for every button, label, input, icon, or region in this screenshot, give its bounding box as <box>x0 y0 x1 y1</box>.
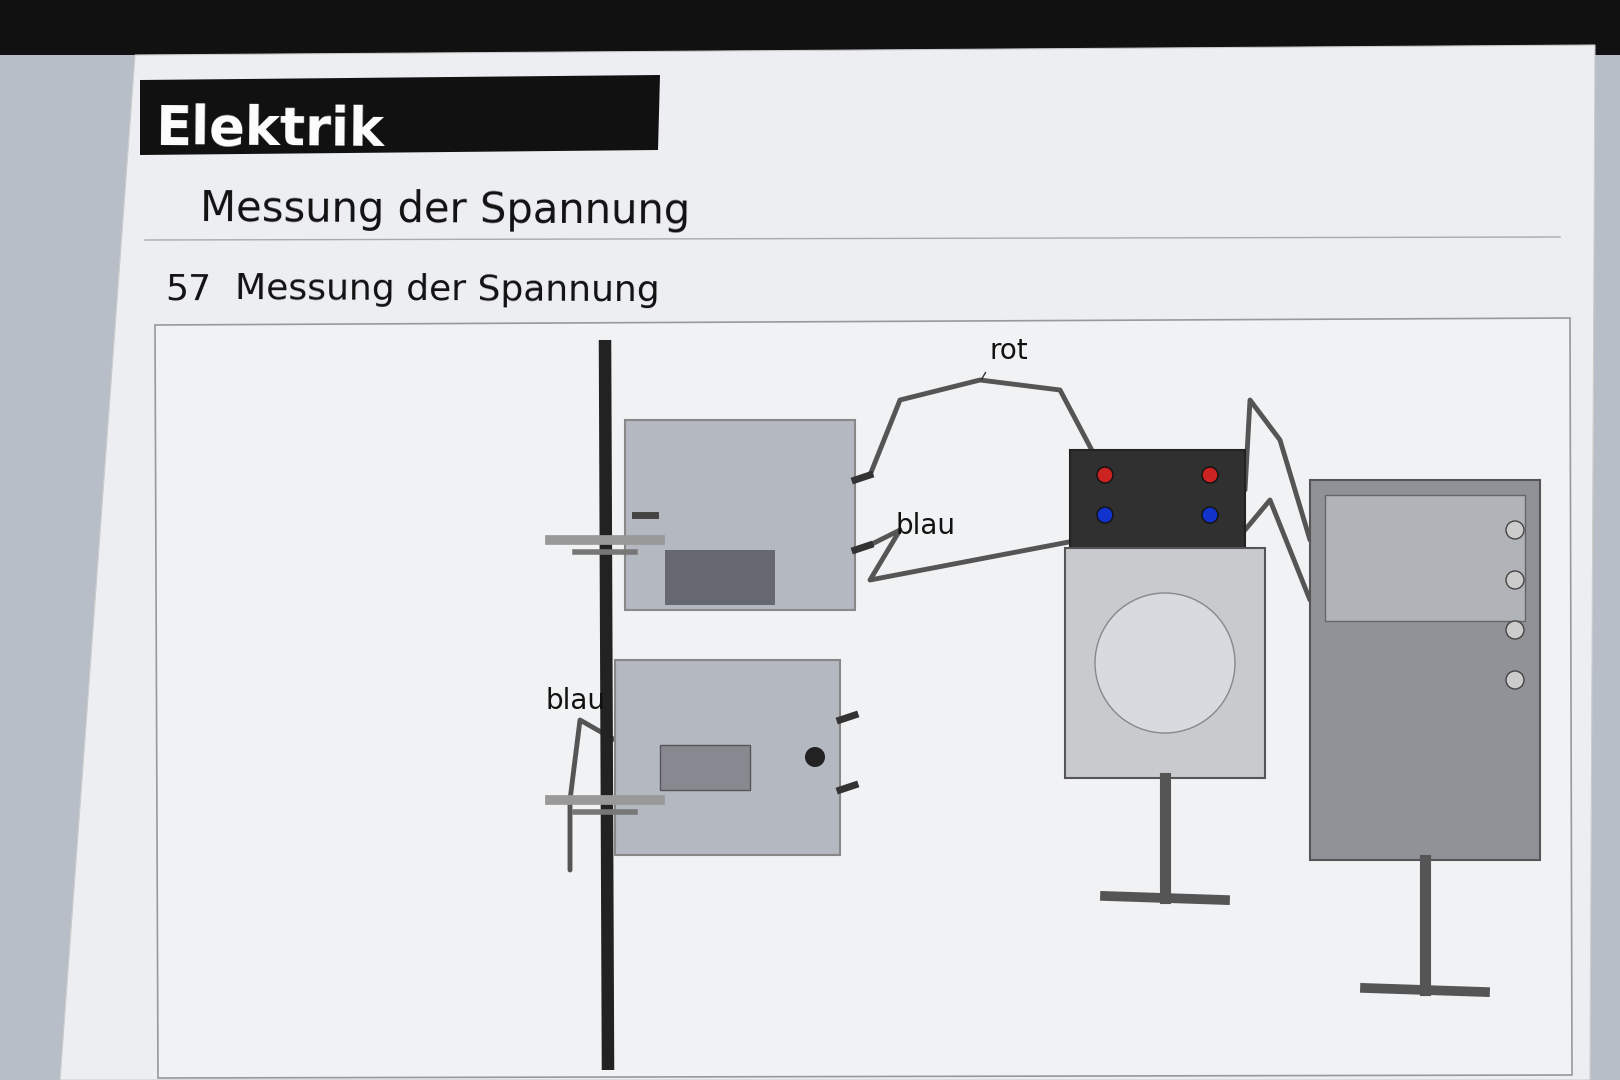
Bar <box>1064 548 1265 778</box>
Text: 57: 57 <box>165 273 211 307</box>
Bar <box>1325 495 1524 621</box>
Circle shape <box>1202 507 1218 523</box>
Bar <box>1311 480 1541 860</box>
Polygon shape <box>156 318 1571 1078</box>
Circle shape <box>1507 571 1524 589</box>
Text: blau: blau <box>894 512 956 540</box>
Text: rot: rot <box>990 337 1029 365</box>
Polygon shape <box>139 75 659 156</box>
Text: blau: blau <box>544 687 604 715</box>
Bar <box>659 745 750 789</box>
Circle shape <box>1507 521 1524 539</box>
Circle shape <box>1095 593 1234 733</box>
Circle shape <box>805 747 825 767</box>
Circle shape <box>1507 671 1524 689</box>
Circle shape <box>1202 467 1218 483</box>
Bar <box>1069 450 1246 550</box>
Polygon shape <box>0 0 1620 55</box>
Circle shape <box>1507 621 1524 639</box>
Bar <box>664 550 774 605</box>
Text: Messung der Spannung: Messung der Spannung <box>235 272 659 308</box>
Circle shape <box>1097 467 1113 483</box>
Text: Elektrik: Elektrik <box>156 103 384 157</box>
Polygon shape <box>60 45 1596 1080</box>
Circle shape <box>1097 507 1113 523</box>
Bar <box>625 420 855 610</box>
Text: Messung der Spannung: Messung der Spannung <box>199 188 690 232</box>
Bar <box>616 660 841 855</box>
